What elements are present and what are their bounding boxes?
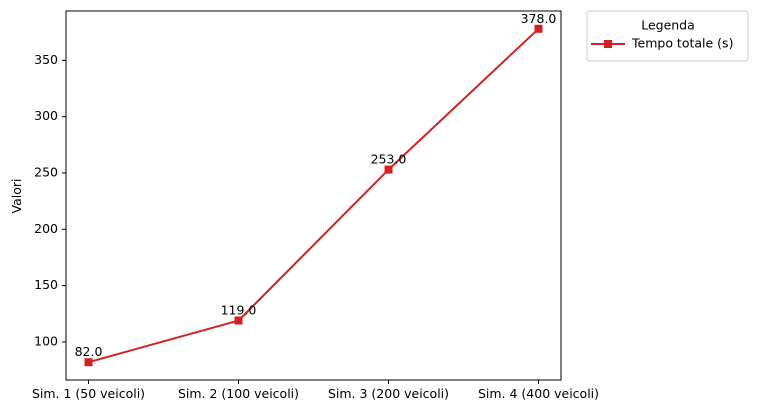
data-label: 378.0 bbox=[521, 11, 557, 26]
plot-area bbox=[65, 10, 562, 381]
x-tick-label: Sim. 2 (100 veicoli) bbox=[178, 386, 299, 401]
series-layer bbox=[84, 24, 543, 367]
x-tick-label: Sim. 4 (400 veicoli) bbox=[478, 386, 599, 401]
series-line bbox=[88, 28, 540, 364]
y-tick-label: 250 bbox=[34, 164, 58, 179]
data-label: 119.0 bbox=[221, 303, 257, 318]
x-axis: Sim. 1 (50 veicoli) Sim. 2 (100 veicoli) S… bbox=[32, 380, 599, 401]
data-point bbox=[534, 24, 543, 33]
data-label: 253.0 bbox=[371, 152, 407, 167]
y-tick-label: 300 bbox=[34, 108, 58, 123]
data-labels: 82.0 119.0 253.0 378.0 bbox=[75, 11, 557, 359]
legend-title: Legenda bbox=[641, 18, 695, 33]
data-point bbox=[234, 316, 243, 325]
y-axis: 100 150 200 250 300 350 bbox=[34, 52, 66, 348]
x-tick-label: Sim. 3 (200 veicoli) bbox=[328, 386, 449, 401]
y-tick-label: 100 bbox=[34, 333, 58, 348]
legend-frame bbox=[586, 10, 749, 62]
y-tick-label: 150 bbox=[34, 277, 58, 292]
data-point bbox=[384, 165, 393, 174]
y-tick-label: 200 bbox=[34, 221, 58, 236]
x-tick-label: Sim. 1 (50 veicoli) bbox=[32, 386, 145, 401]
y-axis-label: Valori bbox=[9, 179, 24, 214]
data-point bbox=[84, 358, 93, 367]
legend: Legenda Tempo totale (s) bbox=[586, 10, 749, 62]
plot-frame bbox=[65, 10, 562, 381]
legend-marker-swatch bbox=[604, 40, 612, 48]
legend-entry-label: Tempo totale (s) bbox=[631, 36, 733, 51]
data-label: 82.0 bbox=[75, 344, 103, 359]
y-tick-label: 350 bbox=[34, 52, 58, 67]
